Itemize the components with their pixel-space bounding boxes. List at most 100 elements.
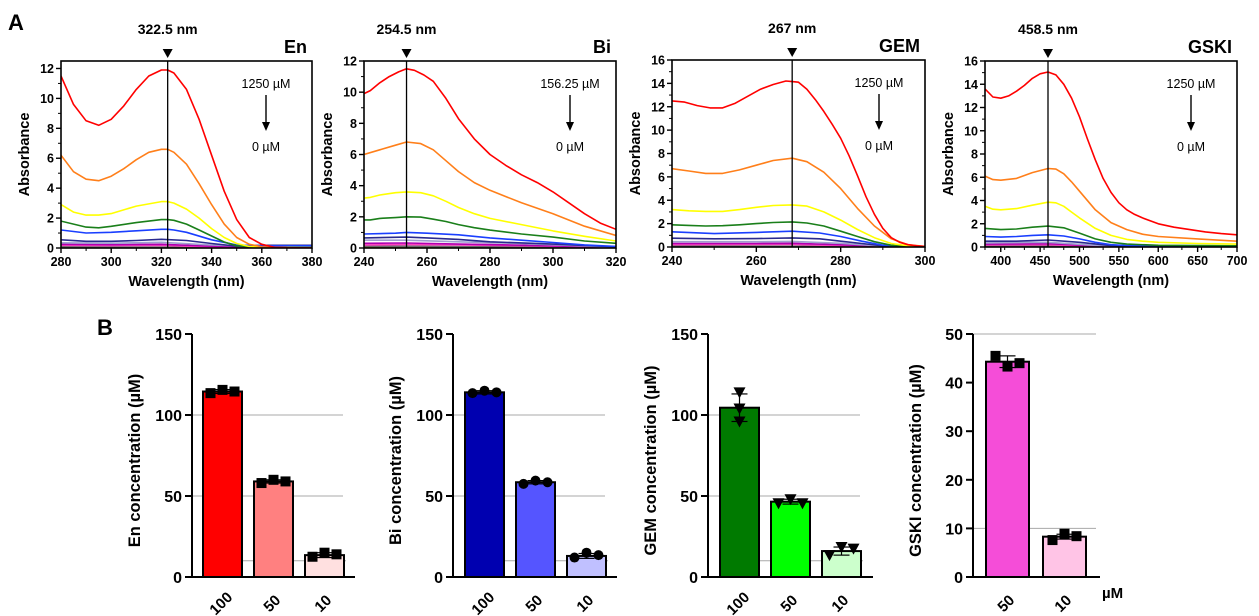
data-point-square xyxy=(1059,528,1070,539)
chart-title: Bi xyxy=(593,37,611,57)
y-tick-label: 0 xyxy=(47,242,54,256)
y-tick-label: 0 xyxy=(954,570,963,587)
series-group xyxy=(61,69,312,248)
y-tick-label: 8 xyxy=(350,117,357,131)
bar xyxy=(985,360,1030,578)
series-line xyxy=(364,231,616,248)
series-line xyxy=(985,225,1237,247)
y-tick-label: 0 xyxy=(434,570,443,587)
series-line xyxy=(61,200,312,248)
y-tick-label: 2 xyxy=(658,217,665,231)
annotation-bottom: 0 µM xyxy=(252,140,280,154)
bar xyxy=(464,391,505,578)
data-point-circle xyxy=(593,550,604,561)
x-category-label: 50 xyxy=(777,592,801,616)
data-point-square xyxy=(217,384,228,395)
annotation-top: 1250 µM xyxy=(242,77,291,91)
y-tick-label: 12 xyxy=(964,101,978,115)
y-tick-label: 100 xyxy=(155,408,182,425)
data-point-square xyxy=(331,549,342,560)
annotation-top: 1250 µM xyxy=(855,76,904,90)
y-tick-label: 150 xyxy=(671,327,698,344)
data-point-triangle xyxy=(835,542,848,554)
y-tick-label: 4 xyxy=(350,179,357,193)
data-point-square xyxy=(990,350,1001,361)
bar-group xyxy=(719,387,760,578)
y-tick-label: 16 xyxy=(651,54,665,68)
x-category-label: 100 xyxy=(206,589,236,616)
series-line xyxy=(364,68,616,231)
y-tick-label: 2 xyxy=(350,210,357,224)
y-tick-label: 4 xyxy=(47,182,54,196)
panel-label-b: B xyxy=(97,315,113,340)
x-tick-label: 280 xyxy=(830,254,851,268)
y-tick-label: 10 xyxy=(945,521,963,538)
y-axis-label: Absorbance xyxy=(941,112,957,196)
data-point-triangle xyxy=(823,550,836,562)
x-tick-label: 300 xyxy=(543,255,564,269)
y-axis-label: GSKI concentration (µM) xyxy=(907,364,925,557)
bar xyxy=(253,480,294,579)
x-tick-label: 300 xyxy=(101,255,122,269)
chart-title: GEM xyxy=(879,36,920,56)
y-tick-label: 100 xyxy=(416,408,443,425)
data-point-circle xyxy=(479,385,490,396)
data-point-square xyxy=(205,388,216,399)
series-line xyxy=(985,71,1237,236)
y-tick-label: 8 xyxy=(971,148,978,162)
peak-marker-icon xyxy=(1043,49,1053,58)
y-tick-label: 4 xyxy=(971,194,978,208)
x-category-label: 50 xyxy=(994,592,1018,616)
data-point-triangle xyxy=(733,387,746,399)
series-line xyxy=(985,167,1237,242)
y-tick-label: 0 xyxy=(658,241,665,255)
bar xyxy=(202,390,243,579)
y-tick-label: 100 xyxy=(671,408,698,425)
y-tick-label: 40 xyxy=(945,376,963,393)
series-line xyxy=(985,234,1237,247)
bar-group xyxy=(985,350,1030,578)
x-tick-label: 650 xyxy=(1187,254,1208,268)
series-line xyxy=(985,201,1237,245)
y-tick-label: 14 xyxy=(651,77,665,91)
x-category-label: 100 xyxy=(723,589,753,616)
series-line xyxy=(61,69,312,248)
bar xyxy=(515,481,556,579)
y-tick-label: 50 xyxy=(680,489,698,506)
y-tick-label: 12 xyxy=(651,100,665,114)
x-category-label: 50 xyxy=(260,592,284,616)
series-line xyxy=(364,141,616,237)
bar xyxy=(719,406,760,578)
peak-label: 458.5 nm xyxy=(1018,21,1078,37)
x-tick-label: 380 xyxy=(302,255,323,269)
peak-marker-icon xyxy=(401,49,412,58)
arrow-down-icon xyxy=(875,121,883,130)
x-tick-label: 240 xyxy=(662,254,683,268)
x-tick-label: 700 xyxy=(1227,254,1248,268)
bar-group xyxy=(202,384,243,579)
bar-group xyxy=(566,547,607,579)
bar-group xyxy=(821,542,862,579)
y-axis-label: En concentration (µM) xyxy=(126,374,144,548)
x-tick-label: 500 xyxy=(1069,254,1090,268)
y-tick-label: 50 xyxy=(164,489,182,506)
y-tick-label: 150 xyxy=(416,327,443,344)
y-tick-label: 0 xyxy=(971,241,978,255)
series-line xyxy=(672,237,925,247)
annotation-bottom: 0 µM xyxy=(865,139,893,153)
x-tick-label: 320 xyxy=(151,255,172,269)
bar xyxy=(1042,535,1087,578)
data-point-triangle xyxy=(784,494,797,506)
x-category-label: 10 xyxy=(573,592,597,616)
x-category-label: 100 xyxy=(468,589,498,616)
series-line xyxy=(672,80,925,247)
x-category-label: 10 xyxy=(828,592,852,616)
spectrum-gski: 458.5 nm GSKI 0 2 4 6 8 10 12 14 16 400 450 500 550 600… xyxy=(941,21,1247,289)
y-tick-label: 6 xyxy=(971,171,978,185)
bar-gski: 50 10 0 10 20 30 40 50 GSKI concentration (µM) µM xyxy=(907,327,1123,616)
x-tick-label: 450 xyxy=(1030,254,1051,268)
y-tick-label: 2 xyxy=(47,212,54,226)
data-point-square xyxy=(1002,361,1013,372)
y-tick-label: 6 xyxy=(47,152,54,166)
